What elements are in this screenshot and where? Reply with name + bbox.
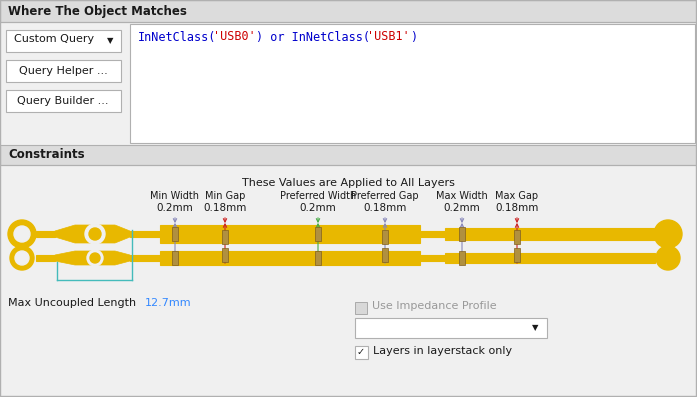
Bar	[222, 230, 228, 244]
Circle shape	[656, 246, 680, 270]
Text: InNetClass(: InNetClass(	[138, 31, 216, 44]
Bar	[160, 251, 420, 265]
Bar	[0, 145, 697, 397]
Bar	[382, 248, 388, 262]
Text: ▼: ▼	[532, 323, 539, 332]
Bar	[130, 24, 695, 143]
Text: Constraints: Constraints	[8, 148, 84, 161]
Text: Preferred Width: Preferred Width	[280, 191, 356, 201]
Bar	[0, 145, 697, 165]
Bar	[445, 253, 655, 263]
Bar	[6, 30, 121, 52]
Circle shape	[15, 251, 29, 265]
Text: Use Impedance Profile: Use Impedance Profile	[372, 301, 497, 311]
Text: 0.2mm: 0.2mm	[300, 203, 337, 213]
Bar	[420, 255, 445, 261]
Bar	[0, 0, 697, 22]
Text: 'USB0': 'USB0'	[213, 31, 256, 44]
Text: Max Uncoupled Length: Max Uncoupled Length	[8, 298, 136, 308]
Bar	[36, 231, 55, 237]
Polygon shape	[55, 225, 130, 243]
Bar	[160, 225, 420, 243]
Text: 'USB1': 'USB1'	[367, 31, 410, 44]
Text: Layers in layerstack only: Layers in layerstack only	[373, 346, 512, 356]
Text: Min Width: Min Width	[151, 191, 199, 201]
Text: ✓: ✓	[357, 347, 365, 357]
Bar	[36, 255, 55, 261]
Bar	[172, 251, 178, 265]
Bar	[6, 90, 121, 112]
Bar	[172, 227, 178, 241]
Text: 0.18mm: 0.18mm	[363, 203, 406, 213]
Text: Preferred Gap: Preferred Gap	[351, 191, 419, 201]
Circle shape	[10, 246, 34, 270]
Text: ) or InNetClass(: ) or InNetClass(	[256, 31, 370, 44]
Bar	[355, 302, 367, 314]
Bar	[315, 227, 321, 241]
Bar	[355, 346, 368, 359]
Bar	[355, 318, 547, 338]
Bar	[315, 251, 321, 265]
Circle shape	[14, 226, 30, 242]
Bar	[130, 255, 160, 261]
Text: 0.18mm: 0.18mm	[496, 203, 539, 213]
Bar	[514, 230, 520, 244]
Text: 0.2mm: 0.2mm	[443, 203, 480, 213]
Bar	[0, 0, 697, 145]
Text: These Values are Applied to All Layers: These Values are Applied to All Layers	[242, 178, 455, 188]
Bar	[222, 248, 228, 262]
Bar	[382, 230, 388, 244]
Bar	[130, 231, 160, 237]
Circle shape	[8, 220, 36, 248]
Bar	[514, 248, 520, 262]
Bar	[459, 251, 465, 265]
Text: ▼: ▼	[107, 36, 114, 45]
Text: Max Gap: Max Gap	[496, 191, 539, 201]
Circle shape	[89, 228, 101, 240]
Text: Query Builder ...: Query Builder ...	[17, 96, 109, 106]
Circle shape	[85, 224, 105, 244]
Polygon shape	[55, 251, 130, 265]
Text: ): )	[410, 31, 417, 44]
Circle shape	[87, 250, 103, 266]
Text: Max Width: Max Width	[436, 191, 488, 201]
Bar	[420, 231, 445, 237]
Bar	[445, 228, 655, 240]
Text: Query Helper ...: Query Helper ...	[19, 66, 107, 76]
Bar	[459, 227, 465, 241]
Text: Custom Query: Custom Query	[14, 34, 94, 44]
Circle shape	[90, 253, 100, 263]
Text: Min Gap: Min Gap	[205, 191, 245, 201]
Text: 0.2mm: 0.2mm	[157, 203, 193, 213]
Text: 12.7mm: 12.7mm	[145, 298, 192, 308]
Text: 0.18mm: 0.18mm	[204, 203, 247, 213]
Text: Where The Object Matches: Where The Object Matches	[8, 5, 187, 18]
Circle shape	[654, 220, 682, 248]
Bar	[6, 60, 121, 82]
